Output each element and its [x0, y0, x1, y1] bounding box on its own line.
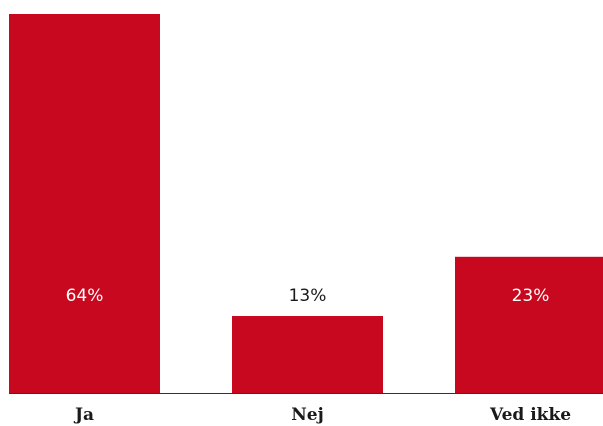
value-label: 64% — [66, 286, 104, 306]
bar — [455, 256, 603, 393]
bar — [9, 14, 160, 393]
x-tick-label: Ved ikke — [489, 405, 571, 425]
value-label: 23% — [512, 286, 550, 306]
x-tick-label: Ja — [73, 405, 94, 425]
bar — [232, 316, 383, 393]
x-tick-label: Nej — [291, 405, 324, 425]
value-label: 13% — [289, 286, 327, 306]
